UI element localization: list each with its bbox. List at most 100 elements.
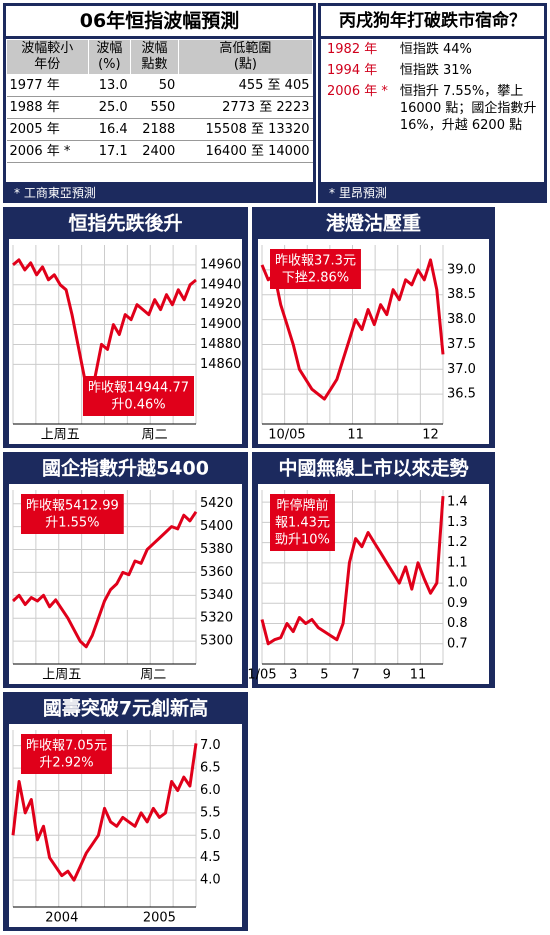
y-tick-label: 4.0	[200, 873, 221, 888]
forecast-table: 波幅較小 年份 波幅 (%) 波幅 點數 高低範圍 (點) 1977 年 13.0 50 4…	[6, 39, 314, 163]
callout-text: 勁升10%	[275, 533, 330, 548]
note-cell: 恒指跌 44%	[399, 42, 472, 57]
y-tick-label: 0.8	[447, 616, 468, 631]
column-header: 波幅 (%)	[87, 39, 132, 75]
y-tick-label: 4.5	[200, 850, 221, 865]
table-cell: 16.4	[88, 118, 131, 141]
plot-background	[258, 484, 489, 684]
y-tick-label: 6.0	[200, 783, 221, 798]
x-tick-label: 周二	[140, 668, 166, 683]
y-tick-label: 38.0	[447, 312, 476, 327]
callout-box	[21, 734, 112, 774]
note-cell: 恒指跌 31%	[399, 63, 472, 78]
table-cell: 455 至 405	[178, 74, 313, 97]
x-tick-label: 2005	[143, 911, 176, 926]
callout-text: 昨停牌前	[276, 498, 328, 514]
callout-text: 昨收報37.3元	[275, 254, 356, 269]
table-cell: 2006 年 *	[6, 140, 89, 163]
y-tick-label: 39.0	[447, 262, 476, 277]
y-tick-label: 7.0	[200, 738, 221, 753]
year-cell: 1994 年	[327, 63, 378, 78]
table-cell: 1977 年	[6, 74, 89, 97]
callout-text: 報1.43元	[275, 516, 330, 531]
cycle-panel: 丙戌狗年打破跌市宿命？ 1982 年 恒指跌 44% 1994 年 恒指跌 31% 20…	[318, 3, 547, 203]
chart-title: 國企指數升越5400	[42, 457, 209, 480]
x-tick-label: 7	[351, 668, 359, 683]
x-tick-label: 9	[383, 668, 391, 683]
price-line	[11, 510, 198, 649]
x-tick-label: 上周五	[41, 428, 80, 443]
x-tick-label: 10/05	[268, 428, 305, 443]
price-line	[260, 495, 445, 646]
column-header: 高低範圍 (點)	[177, 39, 314, 75]
plot-background	[258, 239, 489, 444]
y-tick-label: 5420	[200, 496, 233, 511]
table-cell: 550	[130, 96, 179, 119]
table-cell: 25.0	[88, 96, 131, 119]
callout-box	[270, 494, 335, 551]
y-tick-label: 14940	[200, 277, 241, 292]
note-cell: 恒指升 7.55%，攀上 16000 點；國企指數升 16%，升越 6200 點	[399, 84, 537, 133]
y-tick-label: 1.4	[447, 495, 468, 510]
chart-title: 恒指先跌後升	[68, 212, 182, 235]
table-row: 1977 年 13.0 50 455 至 405	[6, 74, 313, 97]
column-header: 波幅較小 年份	[6, 39, 89, 75]
table-row: 2005 年 16.4 2188 15508 至 13320	[6, 118, 313, 141]
y-tick-label: 6.5	[200, 761, 221, 776]
callout-text: 昨收報7.05元	[26, 739, 107, 754]
y-tick-label: 36.5	[447, 387, 476, 402]
table-cell: 2005 年	[6, 118, 89, 141]
callout-box	[270, 249, 361, 289]
y-tick-label: 37.0	[447, 362, 476, 377]
y-tick-label: 14880	[200, 337, 241, 352]
callout-text: 下挫2.86%	[282, 271, 349, 286]
x-tick-label: 1/05	[247, 668, 276, 683]
table-cell: 13.0	[88, 74, 131, 97]
column-header: 波幅 點數	[130, 39, 179, 75]
table-cell: 1988 年	[6, 96, 89, 119]
table-row: 2006 年 * 恒指升 7.55%，攀上 16000 點；國企指數升 16%，升…	[321, 81, 544, 136]
plot-background	[9, 724, 242, 927]
table-cell: 15508 至 13320	[178, 118, 313, 141]
chart-title: 港燈沽壓重	[326, 212, 421, 235]
table-row: 1994 年 恒指跌 31%	[321, 60, 544, 81]
y-tick-label: 1.0	[447, 576, 468, 591]
panel	[3, 452, 248, 688]
y-tick-label: 5360	[200, 565, 233, 580]
x-tick-label: 11	[410, 668, 427, 683]
y-tick-label: 5400	[200, 519, 233, 534]
footnote: * 工商東亞預測	[6, 182, 313, 200]
year-cell: 1982 年	[327, 42, 378, 57]
y-tick-label: 38.5	[447, 287, 476, 302]
x-tick-label: 上周五	[42, 668, 81, 683]
y-tick-label: 1.3	[447, 515, 468, 530]
callout-text: 昨收報5412.99	[26, 499, 119, 514]
callout: 昨收報5412.99 升1.55%	[21, 494, 124, 534]
callout-text: 升2.92%	[39, 756, 93, 771]
panel	[252, 207, 495, 448]
price-line	[260, 258, 445, 401]
panel	[3, 207, 248, 448]
panel-title: 丙戌狗年打破跌市宿命？	[321, 6, 544, 39]
callout-box	[21, 494, 124, 534]
callout-text: 升1.55%	[45, 516, 99, 531]
y-tick-label: 14900	[200, 317, 241, 332]
year-cell: 2006 年 *	[327, 84, 388, 99]
y-tick-label: 5340	[200, 588, 233, 603]
table-cell: 2188	[130, 118, 179, 141]
plot-background	[9, 239, 242, 444]
y-tick-label: 14860	[200, 357, 241, 372]
y-tick-label: 37.5	[447, 337, 476, 352]
table-cell: 2773 至 2223	[178, 96, 313, 119]
x-tick-label: 12	[422, 428, 439, 443]
panel	[3, 692, 248, 931]
x-tick-label: 5	[320, 668, 328, 683]
y-tick-label: 5.0	[200, 828, 221, 843]
panel-title: 06年恒指波幅預測	[6, 6, 313, 39]
chart-title: 中國無線上市以來走勢	[278, 457, 468, 480]
y-tick-label: 5300	[200, 634, 233, 649]
